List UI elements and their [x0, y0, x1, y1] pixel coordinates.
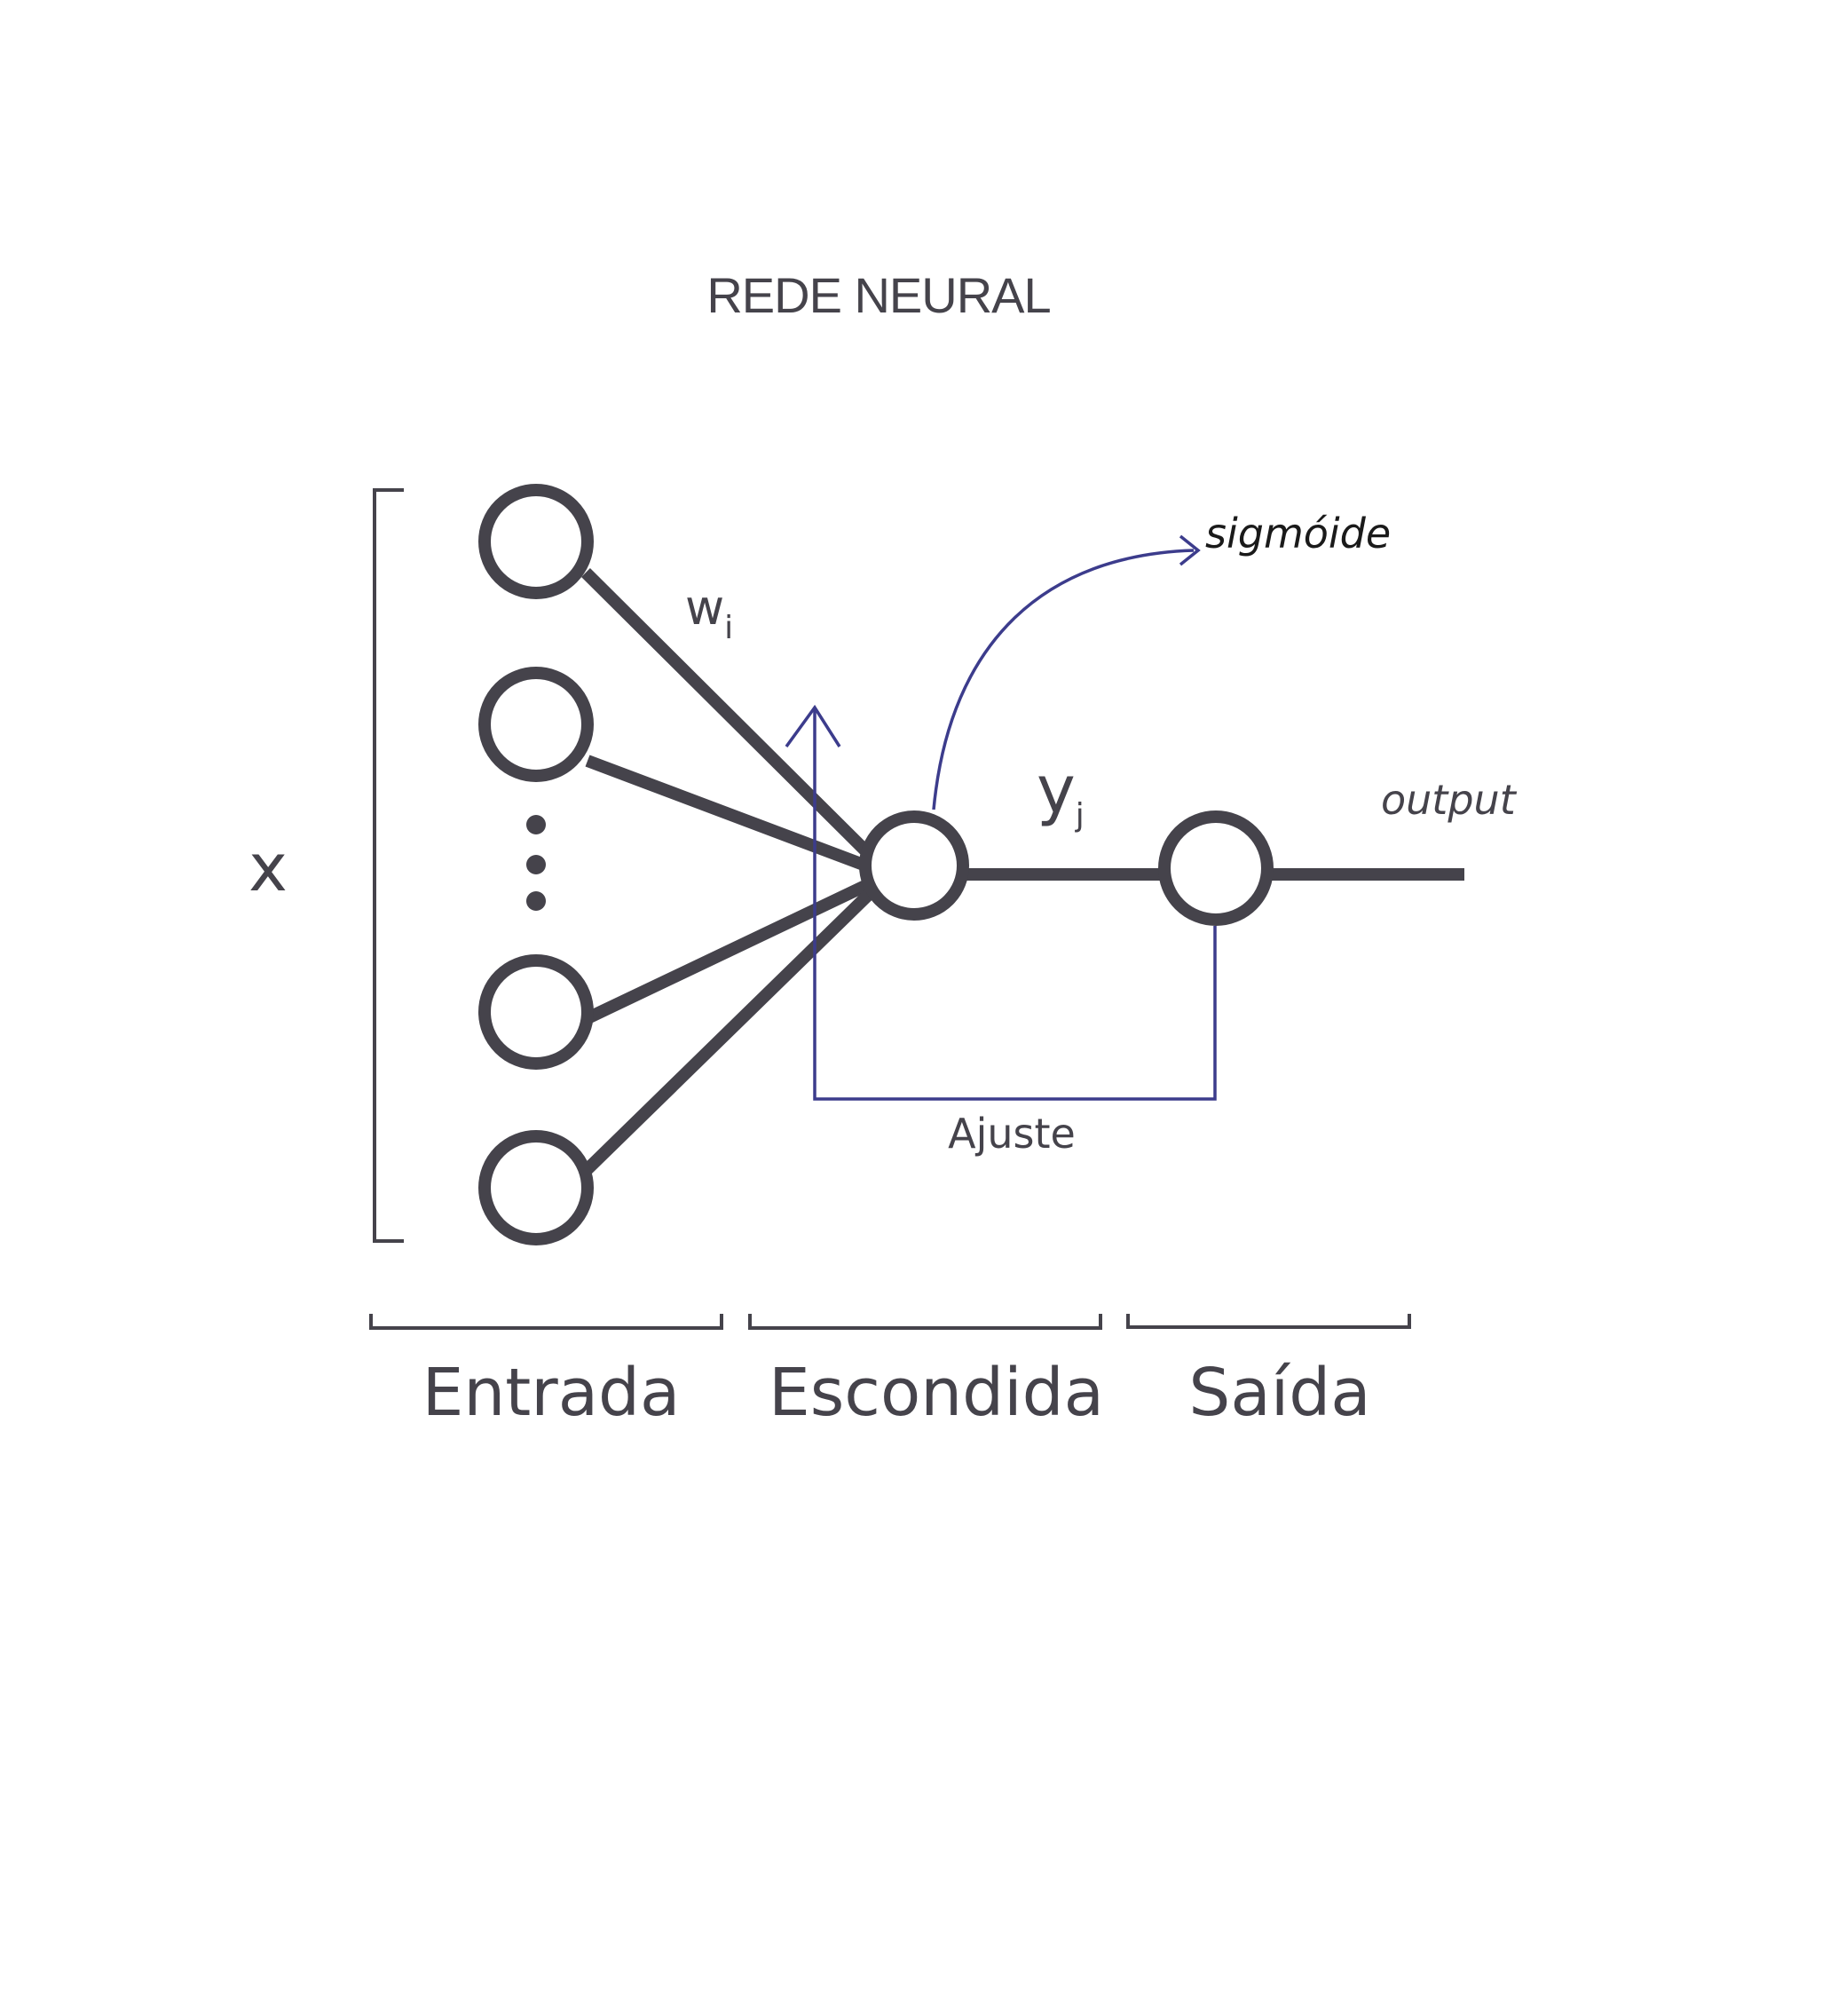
hidden-node: [859, 810, 969, 921]
x-label: x: [248, 830, 288, 906]
layer-bracket-output: [1126, 1314, 1411, 1329]
ellipsis-dot-2: [526, 855, 546, 874]
yj-subscript: j: [1075, 797, 1085, 834]
weight-symbol: w: [685, 580, 724, 636]
layer-label-hidden: Escondida: [769, 1355, 1104, 1431]
input-node-1: [478, 484, 594, 599]
input-bracket: [373, 488, 404, 1243]
weight-subscript: i: [724, 610, 733, 646]
edge-input-2: [585, 755, 892, 881]
weight-label: wi: [685, 580, 733, 646]
ellipsis-dot-3: [526, 891, 546, 911]
ellipsis-dot-1: [526, 815, 546, 834]
yj-symbol: y: [1037, 752, 1076, 828]
adjust-label: Ajuste: [948, 1110, 1076, 1158]
layer-bracket-hidden: [748, 1314, 1102, 1330]
input-node-2: [478, 667, 594, 782]
yj-label: yj: [1037, 752, 1085, 834]
layer-bracket-input: [369, 1314, 723, 1330]
input-node-4: [478, 1130, 594, 1245]
output-node: [1158, 810, 1274, 926]
sigmoid-curve: [932, 549, 1195, 810]
edge-input-3: [584, 868, 893, 1024]
layer-label-output: Saída: [1188, 1355, 1370, 1431]
output-label: output: [1381, 776, 1518, 824]
diagram-title: REDE NEURAL: [706, 267, 1050, 323]
input-node-3: [478, 954, 594, 1070]
sigmoid-arrow-head: [1179, 534, 1201, 566]
feedback-arrow-head: [785, 704, 841, 748]
sigmoid-label: sigmóide: [1205, 510, 1391, 557]
edge-input-1: [581, 568, 894, 879]
layer-label-input: Entrada: [422, 1355, 681, 1431]
edge-input-4: [581, 869, 894, 1176]
feedback-loop-line: [813, 708, 1217, 1101]
